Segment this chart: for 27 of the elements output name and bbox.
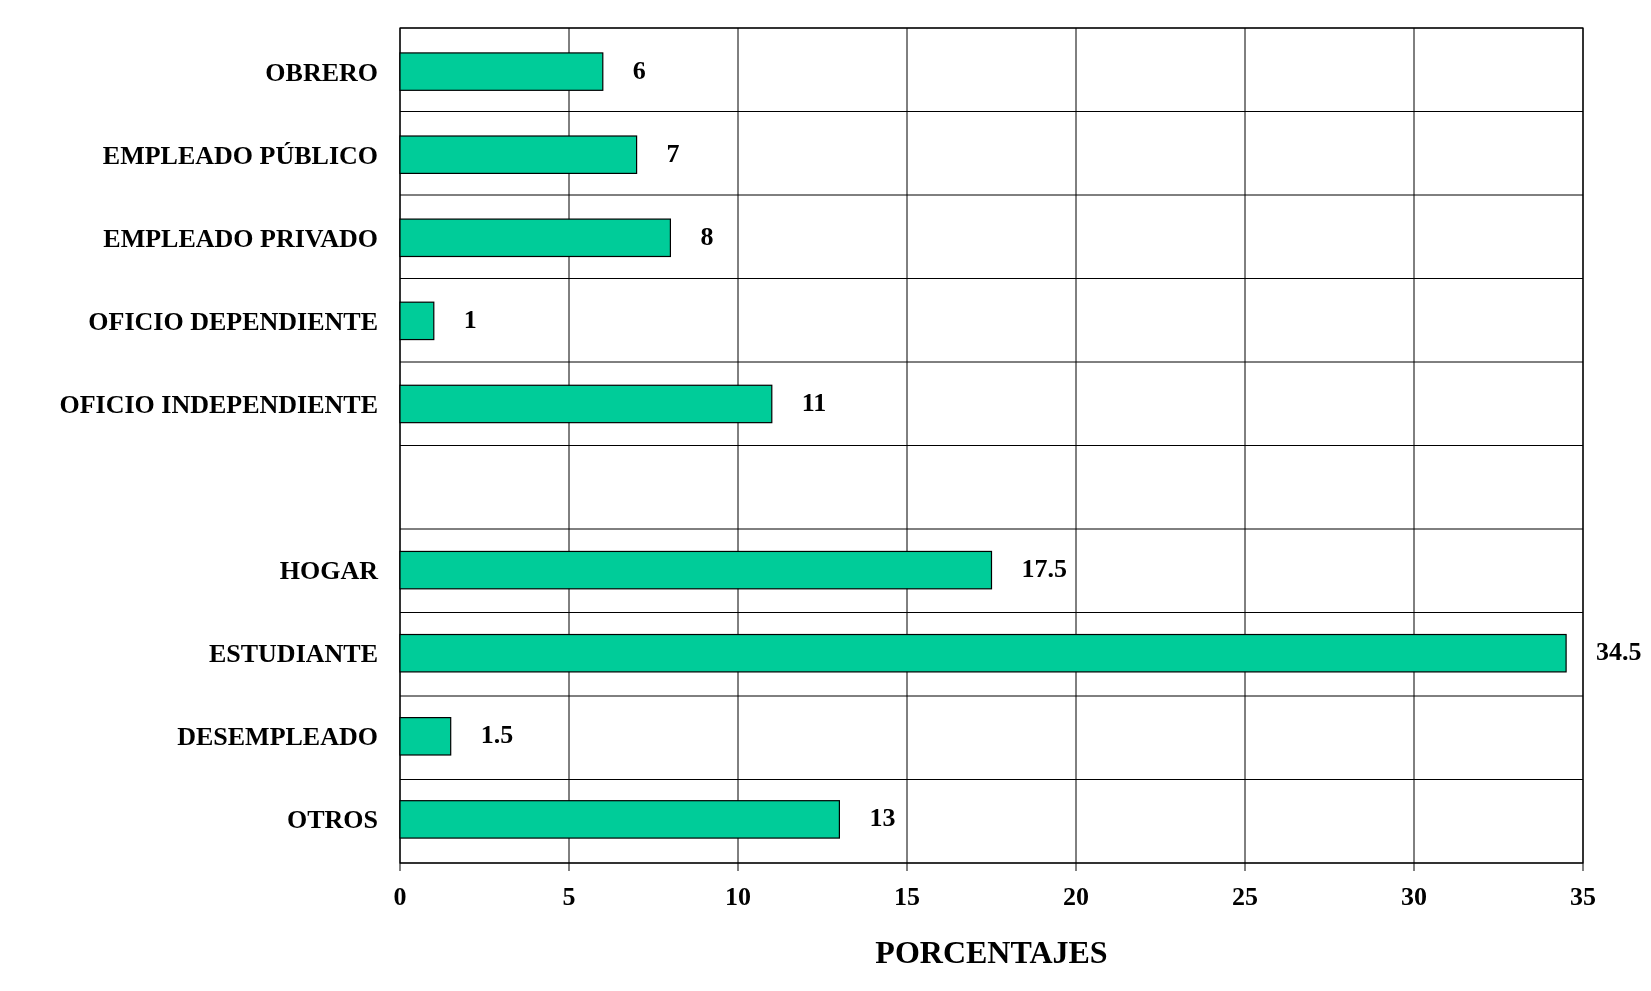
data-label: 34.5 — [1596, 637, 1642, 667]
y-tick-label: OBRERO — [265, 57, 378, 87]
y-tick-label: EMPLEADO PÚBLICO — [102, 140, 378, 170]
x-axis-title: PORCENTAJES — [875, 934, 1108, 970]
x-tick-label: 10 — [725, 882, 751, 911]
x-tick-label: 0 — [393, 882, 407, 911]
x-tick-label: 20 — [1063, 882, 1089, 911]
y-tick-label: ESTUDIANTE — [208, 639, 378, 669]
data-label: 1 — [463, 304, 477, 334]
y-tick-label: OFICIO INDEPENDIENTE — [59, 389, 378, 419]
data-label: 11 — [801, 387, 827, 417]
data-label: 13 — [869, 803, 896, 833]
x-tick-label: 5 — [562, 882, 576, 911]
x-tick-label: 35 — [1570, 882, 1596, 911]
data-label: 6 — [632, 55, 646, 85]
y-tick-label: DESEMPLEADO — [177, 722, 378, 752]
y-tick-label: HOGAR — [279, 556, 379, 586]
x-tick-label: 15 — [894, 882, 920, 911]
y-tick-label: EMPLEADO PRIVADO — [103, 223, 378, 253]
x-tick-label: 25 — [1232, 882, 1258, 911]
x-tick-label: 30 — [1401, 882, 1427, 911]
data-label: 1.5 — [480, 720, 514, 750]
y-tick-label: OFICIO DEPENDIENTE — [88, 306, 378, 336]
data-label: 8 — [700, 221, 714, 251]
data-label: 17.5 — [1021, 554, 1067, 584]
y-tick-label: OTROS — [286, 805, 378, 835]
data-label: 7 — [666, 138, 680, 168]
